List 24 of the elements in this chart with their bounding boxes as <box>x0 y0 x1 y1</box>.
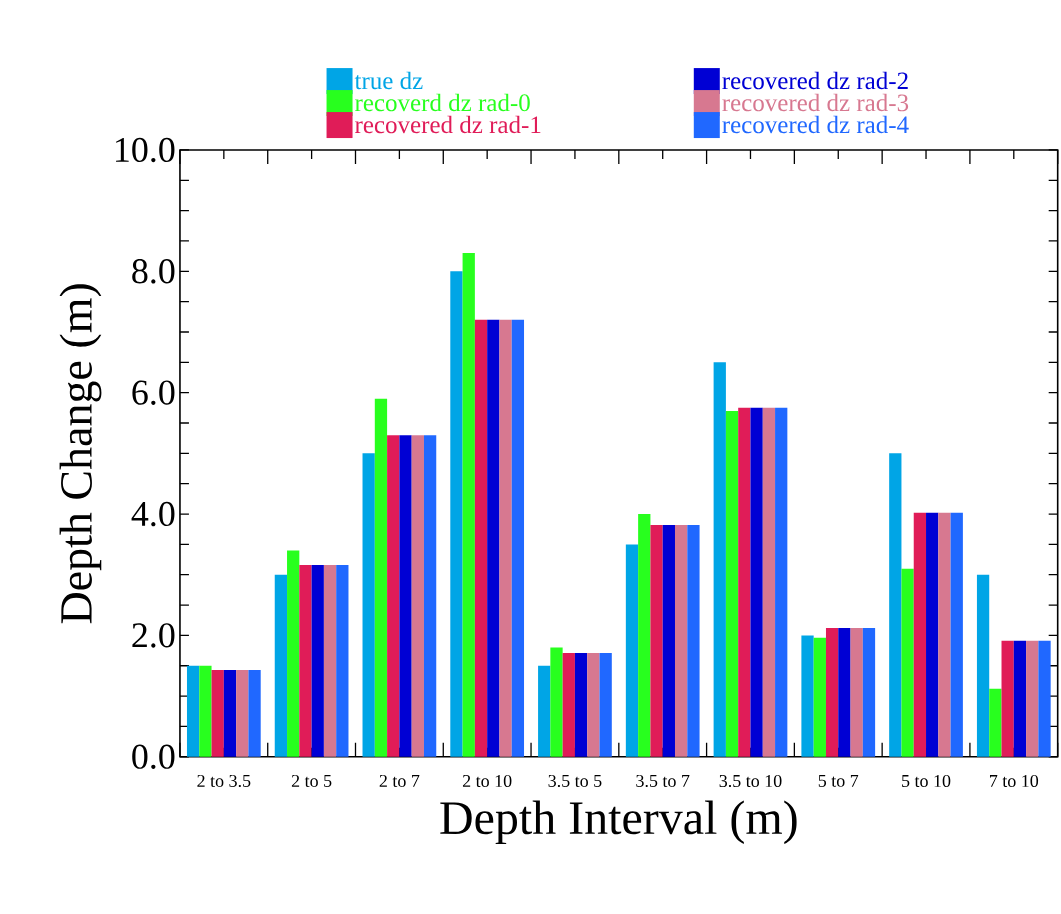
legend-label: recovered dz rad-2 <box>722 71 908 90</box>
legend-label: recovered dz rad-3 <box>722 93 909 112</box>
x-tick-label: 2 to 5 <box>291 775 332 788</box>
legend-label: recoverd dz rad-0 <box>355 93 530 112</box>
y-axis-title: Depth Change (m) <box>59 284 102 624</box>
x-tick-label: 7 to 10 <box>990 775 1039 788</box>
x-tick-label: 5 to 7 <box>818 775 859 787</box>
y-tick-label: 8.0 <box>132 259 175 284</box>
x-tick-label: 5 to 10 <box>902 775 951 788</box>
x-tick-label: 2 to 3.5 <box>197 775 251 788</box>
y-tick-label: 0.0 <box>132 744 175 770</box>
x-tick-label: 3.5 to 10 <box>719 775 782 788</box>
x-tick-label: 3.5 to 5 <box>548 775 602 788</box>
x-tick-label: 2 to 7 <box>379 775 420 788</box>
legend-label: true dz <box>354 71 423 90</box>
y-tick-label: 2.0 <box>132 623 175 648</box>
y-tick-label: 10.0 <box>116 137 175 163</box>
y-tick-label: 6.0 <box>132 380 175 406</box>
x-tick-label: 3.5 to 7 <box>636 775 690 788</box>
legend-label: recovered dz rad-1 <box>355 115 541 134</box>
x-tick-label: 2 to 10 <box>462 775 512 788</box>
x-axis-title: Depth Interval (m) <box>440 800 797 845</box>
legend-label: recovered dz rad-4 <box>722 115 909 134</box>
y-tick-label: 4.0 <box>131 501 175 527</box>
